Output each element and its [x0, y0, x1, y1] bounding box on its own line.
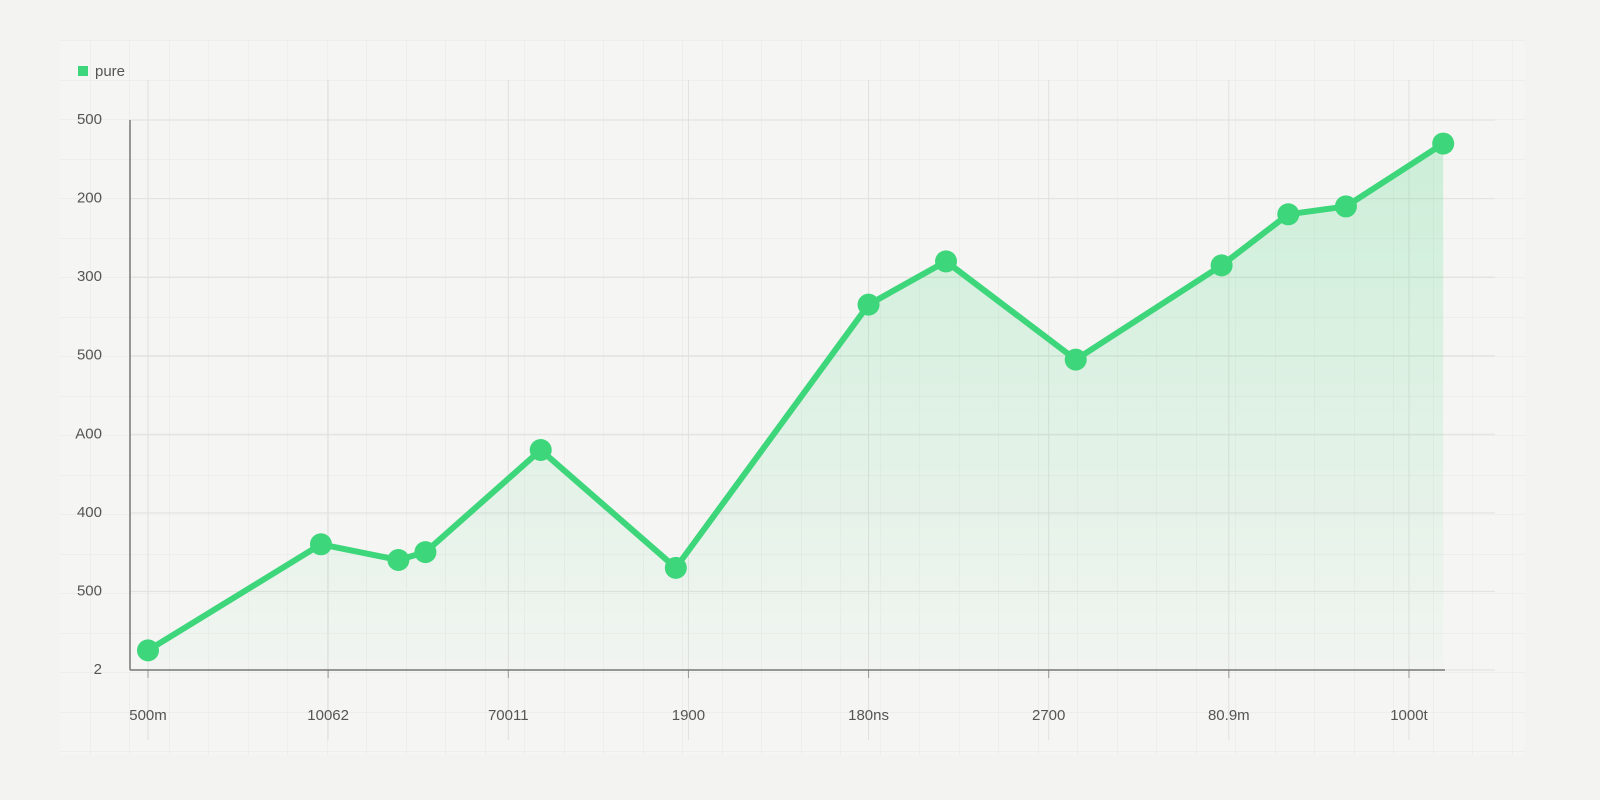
- point: [1334, 195, 1357, 218]
- point: [857, 293, 880, 316]
- y-tick-label: A00: [75, 425, 102, 442]
- point: [935, 250, 958, 273]
- legend-label: pure: [95, 63, 125, 80]
- y-tick-label: 400: [77, 504, 102, 521]
- point: [1432, 132, 1455, 155]
- x-tick-label: 1900: [672, 707, 705, 724]
- y-tick-label: 500: [77, 582, 102, 599]
- x-tick-label: 2700: [1032, 707, 1065, 724]
- point: [1210, 254, 1233, 277]
- y-tick-label: 300: [77, 268, 102, 285]
- x-tick-label: 500m: [129, 707, 167, 724]
- point: [1064, 348, 1087, 371]
- point: [137, 639, 160, 662]
- x-tick-label: 1000t: [1390, 707, 1428, 724]
- y-tick-label: 2: [94, 661, 102, 678]
- legend: pure: [78, 63, 125, 80]
- legend-swatch: [78, 66, 88, 76]
- point: [664, 556, 687, 579]
- y-tick-label: 500: [77, 347, 102, 364]
- x-tick-label: 70011: [488, 707, 529, 724]
- point: [1277, 203, 1300, 226]
- x-tick-label: 10062: [307, 707, 349, 724]
- point: [387, 549, 410, 571]
- y-tick-label: 200: [77, 190, 102, 207]
- point: [309, 533, 332, 556]
- point: [414, 541, 437, 564]
- y-tick-label: 500: [77, 111, 102, 128]
- x-tick-label: 80.9m: [1208, 707, 1250, 724]
- x-tick-label: 180ns: [848, 707, 889, 724]
- point: [529, 439, 552, 461]
